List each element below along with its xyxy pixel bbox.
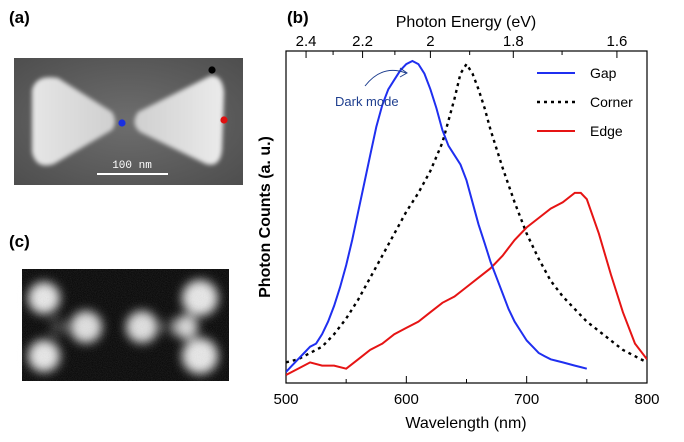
legend-edge-label: Edge: [590, 123, 623, 139]
plot-frame: [285, 50, 648, 384]
x-axis-title: Wavelength (nm): [405, 415, 526, 432]
top-tick-label: 2: [426, 33, 434, 50]
panel-label-b: (b): [287, 8, 309, 27]
sem-image: 100 nm: [14, 58, 243, 185]
series-edge-line: [286, 191, 647, 376]
panel-label-c: (c): [9, 232, 30, 251]
scale-bar-label: 100 nm: [112, 160, 152, 172]
series-corner-line: [286, 61, 647, 364]
x-tick-label: 700: [514, 391, 539, 408]
legend: Gap Corner Edge: [537, 65, 633, 139]
top-tick-label: 1.6: [606, 33, 627, 50]
y-axis-title: Photon Counts (a. u.): [257, 136, 274, 298]
bowtie-structure: [32, 75, 224, 166]
top-tick-label: 2.2: [352, 33, 373, 50]
top-axis-ticks: 2.4 2.2 2 1.8 1.6: [296, 33, 627, 58]
cl-map-image: [22, 269, 229, 381]
series-gap-line: [286, 59, 588, 373]
legend-corner-label: Corner: [590, 94, 633, 110]
bottom-axis-ticks: 500 600 700 800: [273, 376, 660, 408]
bowtie-left-triangle: [32, 77, 115, 166]
spectrum-chart: 500 600 700 800 2.4 2.2 2 1.8 1.6 Dark mode Gap…: [257, 14, 660, 432]
annotation-arrowhead: [399, 67, 408, 78]
annotation-arrow: [364, 69, 407, 87]
gap-marker: [118, 119, 126, 127]
x-tick-label: 600: [394, 391, 419, 408]
cl-map-noise: [22, 269, 229, 381]
edge-marker: [220, 116, 228, 124]
panel-label-a: (a): [9, 8, 30, 27]
annotation-dark-mode: Dark mode: [335, 94, 399, 109]
legend-gap-label: Gap: [590, 65, 617, 81]
top-tick-label: 2.4: [296, 33, 317, 50]
top-tick-label: 1.8: [503, 33, 524, 50]
bowtie-right-triangle: [134, 75, 224, 165]
x-tick-label: 800: [634, 391, 659, 408]
x-tick-label: 500: [273, 391, 298, 408]
corner-marker: [208, 66, 216, 74]
top-axis-title: Photon Energy (eV): [396, 14, 537, 31]
